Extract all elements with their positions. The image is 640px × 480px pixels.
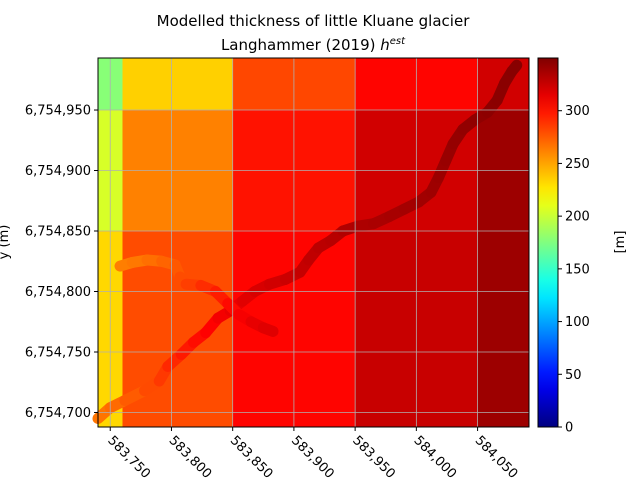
colorbar-tick-label-2: 100	[565, 315, 590, 330]
heatmap-cell-1-2	[122, 58, 233, 111]
track-0-segment-34	[506, 59, 523, 77]
colorbar: 0 50 100 150 200 250 300	[537, 57, 590, 436]
colorbar-tick-label-4: 200	[565, 210, 590, 225]
y-tick-label-4: 6,754,900	[25, 164, 91, 179]
colorbar-tick-label-0: 0	[565, 421, 573, 436]
y-tick-label-0: 6,754,700	[25, 406, 91, 421]
y-tick-label-5: 6,754,950	[25, 104, 91, 119]
colorbar-bar	[537, 57, 559, 428]
colorbar-tick-label-3: 150	[565, 262, 590, 277]
plot-frame	[97, 57, 530, 428]
y-axis: 6,754,700 6,754,750 6,754,800 6,754,850 6,75…	[25, 104, 98, 421]
heatmap-cell-4-0	[477, 231, 529, 427]
chart-subtitle-text: Langhammer (2019)	[221, 36, 380, 54]
colorbar-tick-label-6: 300	[565, 104, 590, 119]
chart-subtitle-math-base: h	[380, 36, 390, 54]
flight-tracks	[92, 59, 523, 425]
plot-area	[92, 57, 530, 428]
y-axis-label: y (m)	[0, 225, 12, 260]
colorbar-tick-label-5: 250	[565, 157, 590, 172]
track-1-segment-12	[257, 322, 279, 337]
chart-subtitle: Langhammer (2019) hest	[221, 36, 406, 54]
chart-subtitle-math-sup: est	[390, 36, 406, 47]
grid-lines	[98, 58, 529, 427]
colorbar-ticks: 0 50 100 150 200 250 300	[558, 104, 590, 436]
y-tick-label-1: 6,754,750	[25, 345, 91, 360]
chart-title: Modelled thickness of little Kluane glac…	[157, 12, 471, 30]
y-tick-label-2: 6,754,800	[25, 285, 91, 300]
colorbar-label: [m]	[613, 231, 628, 254]
colorbar-tick-label-1: 50	[565, 368, 582, 383]
y-tick-label-3: 6,754,850	[25, 225, 91, 240]
